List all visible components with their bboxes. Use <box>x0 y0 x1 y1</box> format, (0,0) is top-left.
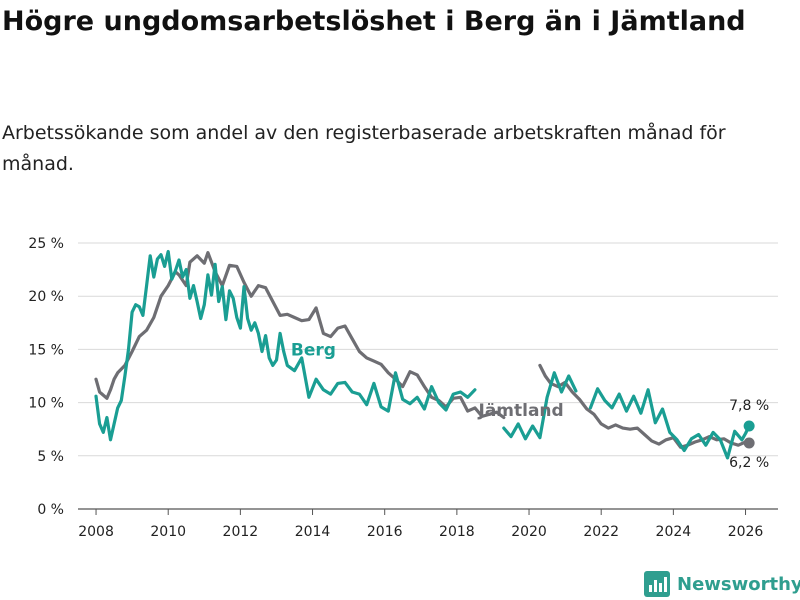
brand-logo: Newsworthy <box>644 568 800 600</box>
x-tick-label: 2012 <box>223 524 259 540</box>
gridlines: 0 % 5 % 10 % 15 % 20 % 25 % <box>28 236 778 518</box>
x-tick-label: 2016 <box>367 524 403 540</box>
chart-title: Högre ungdomsarbetslöshet i Berg än i Jä… <box>2 6 746 37</box>
y-tick-label: 0 % <box>37 502 64 518</box>
series-label-jamtland: Jämtland <box>478 401 564 421</box>
newsworthy-logo-icon <box>644 571 670 597</box>
x-tick-label: 2008 <box>78 524 114 540</box>
line-chart: 0 %5 %10 %15 %20 %25 % 2008 2010 2012 2014 2… <box>28 236 778 540</box>
x-tick-label: 2022 <box>583 524 619 540</box>
end-value-label-jamtland: 6,2 % <box>729 455 769 471</box>
end-point-berg <box>743 420 755 432</box>
series-line-berg <box>94 249 751 460</box>
x-tick-label: 2020 <box>511 524 547 540</box>
brand-name: Newsworthy <box>677 573 800 595</box>
end-value-label-berg: 7,8 % <box>729 398 769 414</box>
series-lines <box>94 249 755 460</box>
x-tick-label: 2026 <box>728 524 764 540</box>
x-tick-label: 2024 <box>656 524 692 540</box>
x-axis: 2008 2010 2012 2014 2016 2018 2020 2022 2024 2026 <box>78 509 763 540</box>
annotations: Jämtland Berg 7,8 % 6,2 % <box>291 340 769 471</box>
end-point-j-mtland <box>743 437 755 449</box>
series-line-j-mtland <box>94 251 751 449</box>
series-label-berg: Berg <box>291 340 336 360</box>
x-tick-label: 2014 <box>295 524 331 540</box>
y-tick-label: 5 % <box>37 449 64 465</box>
x-tick-label: 2018 <box>439 524 475 540</box>
y-tick-label: 10 % <box>28 396 64 412</box>
x-tick-label: 2010 <box>150 524 186 540</box>
y-tick-label: 25 % <box>28 236 64 252</box>
y-tick-label: 20 % <box>28 289 64 305</box>
chart-subtitle: Arbetssökande som andel av den registerb… <box>2 122 726 175</box>
y-tick-label: 15 % <box>28 342 64 358</box>
